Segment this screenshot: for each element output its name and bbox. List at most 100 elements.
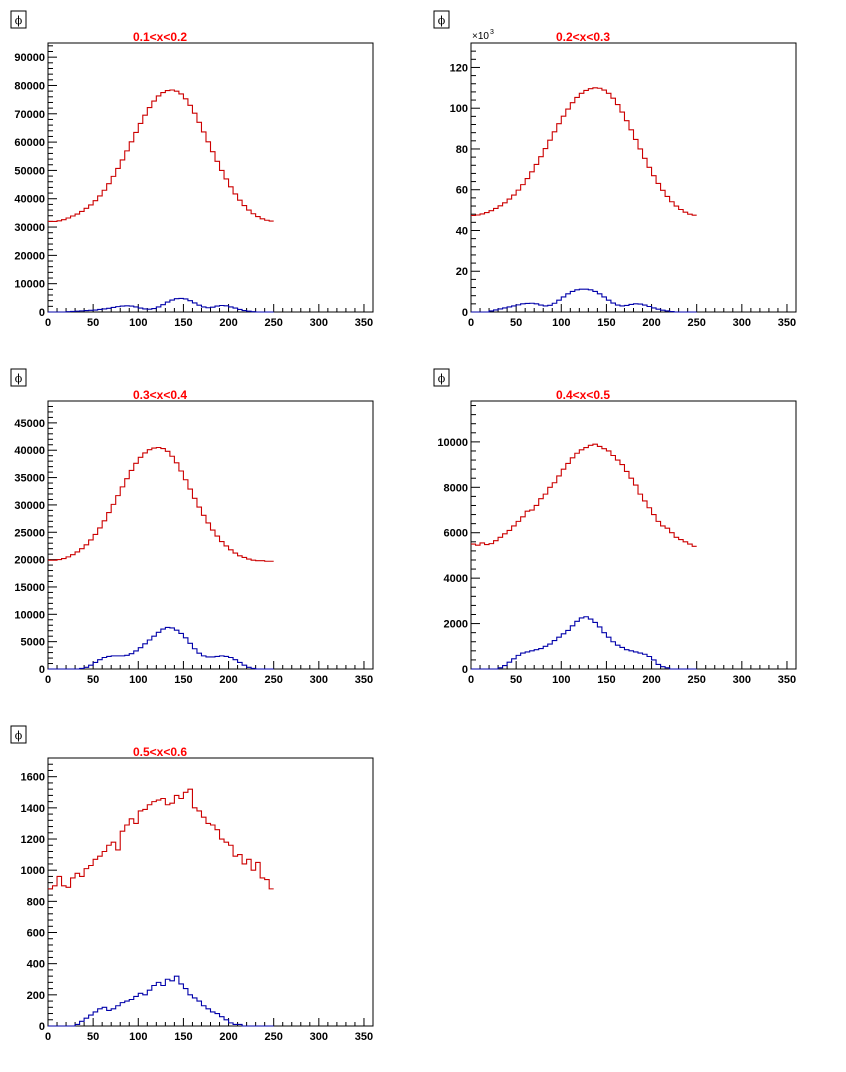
x-tick-label: 150 bbox=[174, 674, 192, 686]
y-tick-label: 0 bbox=[462, 307, 468, 319]
stat-box-label: ϕ bbox=[15, 14, 23, 27]
y-tick-label: 25000 bbox=[14, 527, 45, 539]
y-tick-label: 80000 bbox=[14, 80, 45, 92]
x-tick-label: 100 bbox=[552, 674, 570, 686]
histogram-series-red bbox=[48, 89, 274, 222]
x-tick-label: 50 bbox=[510, 317, 522, 329]
x-tick-label: 200 bbox=[642, 317, 660, 329]
y-tick-label: 10000 bbox=[14, 279, 45, 291]
x-tick-label: 50 bbox=[87, 1031, 99, 1043]
x-tick-label: 350 bbox=[355, 1031, 373, 1043]
chart-title: 0.5<x<0.6 bbox=[133, 745, 187, 759]
y-tick-label: 1000 bbox=[21, 865, 45, 877]
y-tick-label: 30000 bbox=[14, 222, 45, 234]
y-axis-multiplier-exponent: 3 bbox=[490, 29, 494, 36]
stat-box[interactable] bbox=[433, 368, 450, 387]
x-tick-label: 0 bbox=[45, 674, 51, 686]
y-tick-label: 0 bbox=[462, 664, 468, 676]
chart-title: 0.4<x<0.5 bbox=[556, 388, 610, 402]
y-tick-label: 80 bbox=[456, 144, 468, 156]
stat-box[interactable] bbox=[10, 725, 27, 744]
x-tick-label: 150 bbox=[597, 317, 615, 329]
y-axis-multiplier: ×10 bbox=[472, 31, 489, 42]
y-tick-label: 100 bbox=[450, 103, 468, 115]
x-tick-label: 100 bbox=[129, 317, 147, 329]
y-tick-label: 1200 bbox=[21, 834, 45, 846]
y-tick-label: 10000 bbox=[437, 437, 468, 449]
stat-box[interactable] bbox=[433, 10, 450, 29]
x-tick-label: 300 bbox=[310, 674, 328, 686]
y-tick-label: 800 bbox=[27, 896, 45, 908]
y-tick-label: 90000 bbox=[14, 52, 45, 64]
histogram-series-blue bbox=[48, 975, 274, 1027]
stat-box-label: ϕ bbox=[438, 372, 446, 385]
plot-frame bbox=[470, 42, 797, 313]
plot-frame bbox=[470, 400, 797, 670]
histogram-series-red bbox=[48, 446, 274, 562]
y-tick-label: 1400 bbox=[21, 803, 45, 815]
y-tick-label: 20 bbox=[456, 266, 468, 278]
x-tick-label: 100 bbox=[129, 1031, 147, 1043]
x-tick-label: 200 bbox=[219, 674, 237, 686]
x-tick-label: 0 bbox=[45, 1031, 51, 1043]
stat-box-label: ϕ bbox=[438, 14, 446, 27]
x-tick-label: 300 bbox=[310, 317, 328, 329]
chart-title: 0.3<x<0.4 bbox=[133, 388, 187, 402]
x-tick-label: 250 bbox=[265, 1031, 283, 1043]
histogram-series-blue bbox=[48, 297, 274, 313]
y-tick-label: 8000 bbox=[444, 482, 468, 494]
y-tick-label: 40000 bbox=[14, 194, 45, 206]
y-tick-label: 0 bbox=[39, 307, 45, 319]
y-tick-label: 70000 bbox=[14, 109, 45, 121]
stat-box[interactable] bbox=[10, 368, 27, 387]
x-tick-label: 350 bbox=[355, 317, 373, 329]
x-tick-label: 350 bbox=[778, 674, 796, 686]
stat-box[interactable] bbox=[10, 10, 27, 29]
x-tick-label: 300 bbox=[733, 317, 751, 329]
x-tick-label: 300 bbox=[733, 674, 751, 686]
x-tick-label: 200 bbox=[219, 1031, 237, 1043]
y-tick-label: 20000 bbox=[14, 250, 45, 262]
y-tick-label: 20000 bbox=[14, 555, 45, 567]
x-tick-label: 200 bbox=[642, 674, 660, 686]
plot-frame bbox=[47, 42, 374, 313]
x-tick-label: 200 bbox=[219, 317, 237, 329]
x-tick-label: 300 bbox=[310, 1031, 328, 1043]
x-tick-label: 150 bbox=[174, 1031, 192, 1043]
histogram-series-red bbox=[471, 443, 697, 547]
y-tick-label: 0 bbox=[39, 1021, 45, 1033]
chart-panel: ϕ 0.2<x<0.3 ×10 3 0 50 100 150 200 250 300 350 0 20 40… bbox=[433, 10, 797, 329]
histogram-series-red bbox=[48, 788, 274, 890]
y-tick-label: 15000 bbox=[14, 582, 45, 594]
y-tick-label: 40000 bbox=[14, 445, 45, 457]
y-tick-label: 600 bbox=[27, 928, 45, 940]
y-tick-label: 45000 bbox=[14, 418, 45, 430]
histogram-series-red bbox=[471, 87, 697, 216]
x-tick-label: 0 bbox=[45, 317, 51, 329]
histogram-series-blue bbox=[48, 626, 274, 670]
x-tick-label: 350 bbox=[778, 317, 796, 329]
x-tick-label: 250 bbox=[688, 674, 706, 686]
x-tick-label: 0 bbox=[468, 317, 474, 329]
chart-panel: ϕ 0.1<x<0.2 0 50 100 150 200 250 300 350 0 10000 200… bbox=[10, 10, 374, 329]
x-tick-label: 250 bbox=[688, 317, 706, 329]
x-tick-label: 50 bbox=[510, 674, 522, 686]
y-tick-label: 120 bbox=[450, 62, 468, 74]
x-tick-label: 250 bbox=[265, 674, 283, 686]
x-tick-label: 100 bbox=[552, 317, 570, 329]
y-tick-label: 50000 bbox=[14, 165, 45, 177]
y-tick-label: 6000 bbox=[444, 528, 468, 540]
histogram-series-blue bbox=[471, 288, 697, 313]
y-tick-label: 200 bbox=[27, 990, 45, 1002]
y-tick-label: 1600 bbox=[21, 772, 45, 784]
plot-frame bbox=[47, 757, 374, 1027]
y-tick-label: 2000 bbox=[444, 619, 468, 631]
y-tick-label: 0 bbox=[39, 664, 45, 676]
y-tick-label: 5000 bbox=[21, 637, 45, 649]
y-tick-label: 10000 bbox=[14, 609, 45, 621]
y-tick-label: 60000 bbox=[14, 137, 45, 149]
x-tick-label: 50 bbox=[87, 674, 99, 686]
y-tick-label: 60 bbox=[456, 185, 468, 197]
x-tick-label: 100 bbox=[129, 674, 147, 686]
